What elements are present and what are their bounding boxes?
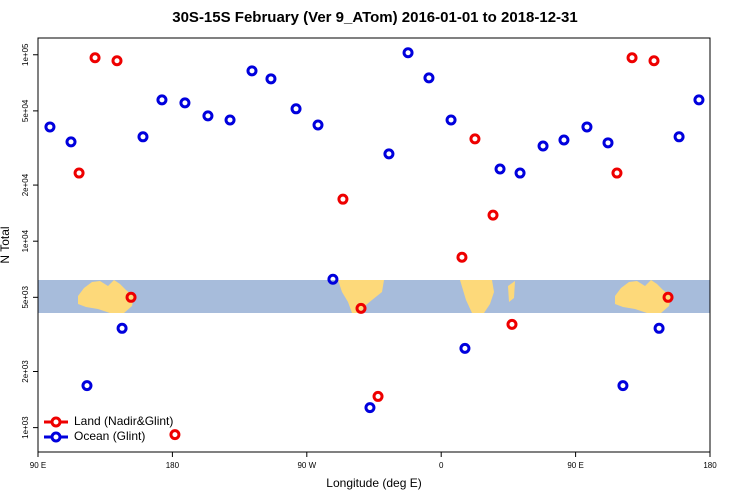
point (44, 121, 56, 133)
point (611, 167, 623, 179)
point (179, 97, 191, 109)
y-tick-label: 5e+03 (21, 286, 30, 309)
point (445, 114, 457, 126)
y-tick-label: 1e+04 (21, 229, 30, 252)
x-axis-label: Longitude (deg E) (326, 476, 421, 490)
y-tick-label: 2e+04 (21, 173, 30, 196)
y-tick-label: 1e+03 (21, 416, 30, 439)
point (81, 380, 93, 392)
point (581, 121, 593, 133)
point (337, 193, 349, 205)
y-tick-label: 1e+05 (21, 43, 30, 66)
point (383, 148, 395, 160)
point (423, 72, 435, 84)
point (456, 251, 468, 263)
x-tick-label: 180 (166, 461, 180, 470)
legend-marker (50, 431, 62, 443)
point (469, 133, 481, 145)
x-tick-label: 90 E (30, 461, 46, 470)
point (246, 65, 258, 77)
point (372, 390, 384, 402)
x-tick-label: 180 (703, 461, 717, 470)
point (89, 52, 101, 64)
y-tick-label: 5e+04 (21, 99, 30, 122)
point (364, 402, 376, 414)
point (494, 163, 506, 175)
y-axis-label: N Total (0, 226, 12, 263)
point (312, 119, 324, 131)
map-strip (38, 280, 710, 313)
point (290, 103, 302, 115)
point (125, 291, 137, 303)
legend-label: Land (Nadir&Glint) (74, 414, 173, 428)
point (224, 114, 236, 126)
x-tick-label: 90 E (567, 461, 583, 470)
point (202, 110, 214, 122)
point (116, 322, 128, 334)
point (648, 55, 660, 67)
point (626, 52, 638, 64)
point (506, 318, 518, 330)
point (602, 137, 614, 149)
x-tick-label: 0 (439, 461, 444, 470)
y-tick-label: 2e+03 (21, 360, 30, 383)
point (156, 94, 168, 106)
point (355, 302, 367, 314)
point (537, 140, 549, 152)
point (558, 134, 570, 146)
point (73, 167, 85, 179)
chart-title: 30S-15S February (Ver 9_ATom) 2016-01-01… (172, 9, 577, 26)
point (514, 167, 526, 179)
point (673, 131, 685, 143)
point (693, 94, 705, 106)
point (65, 136, 77, 148)
legend-label: Ocean (Glint) (74, 429, 145, 443)
point (653, 322, 665, 334)
legend-marker (50, 416, 62, 428)
point (402, 47, 414, 59)
point (169, 429, 181, 441)
point (617, 380, 629, 392)
point (137, 131, 149, 143)
point (327, 273, 339, 285)
x-tick-label: 90 W (297, 461, 316, 470)
point (487, 209, 499, 221)
point (111, 55, 123, 67)
point (459, 342, 471, 354)
plot-frame (37, 37, 711, 453)
point (662, 291, 674, 303)
point (265, 73, 277, 85)
